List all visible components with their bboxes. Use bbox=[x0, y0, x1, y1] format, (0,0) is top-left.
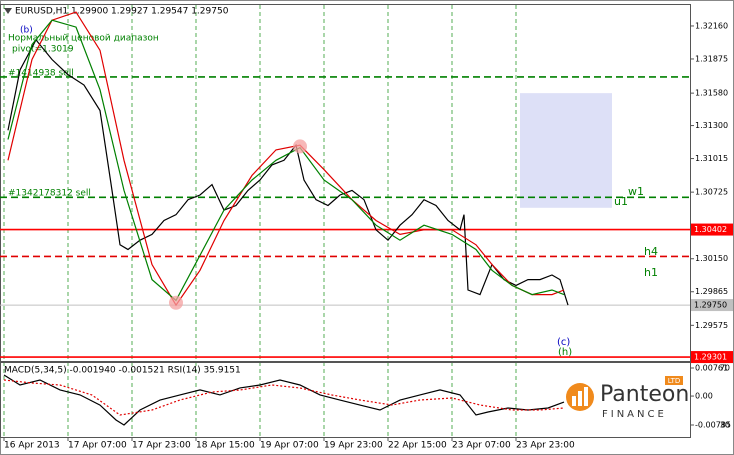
sub-panel bbox=[0, 362, 691, 438]
x-tick-label: 19 Apr 23:00 bbox=[324, 441, 383, 451]
zone bbox=[520, 93, 612, 208]
y-tick-label: 1.30150 bbox=[695, 254, 728, 263]
highlight bbox=[169, 295, 183, 310]
y2-tick-label: 30 bbox=[720, 421, 730, 430]
x-tick-label: 17 Apr 07:00 bbox=[68, 441, 127, 451]
y-tick-label: 1.32160 bbox=[695, 21, 728, 30]
logo-icon-bar bbox=[584, 387, 588, 406]
level-label: 1.30402 bbox=[694, 225, 727, 234]
logo: Panteon FINANCE LTD bbox=[566, 376, 689, 420]
x-tick-label: 19 Apr 07:00 bbox=[260, 441, 319, 451]
y-tick-label: 1.30725 bbox=[695, 188, 728, 197]
annotation: u1 bbox=[614, 195, 628, 208]
y-tick-label: -0.00785 bbox=[695, 421, 731, 430]
annotation: #1342178312 sell bbox=[8, 189, 91, 199]
series-line bbox=[7, 38, 569, 306]
level-label-box bbox=[691, 223, 733, 236]
chart-title: EURUSD,H1 1.29900 1.29927 1.29547 1.2975… bbox=[15, 7, 229, 17]
x-tick-label: 23 Apr 23:00 bbox=[516, 441, 575, 451]
series-line bbox=[3, 374, 565, 426]
y2-tick-label: 70 bbox=[720, 364, 730, 373]
logo-icon-bar bbox=[578, 391, 582, 406]
y-tick-label: 0.00 bbox=[695, 392, 713, 401]
x-tick-label: 23 Apr 07:00 bbox=[452, 441, 511, 451]
annotations: (b) Нормальный ценовой диапазон pivot=1.… bbox=[8, 26, 658, 359]
logo-sub: FINANCE bbox=[602, 409, 667, 420]
series-line bbox=[3, 379, 565, 416]
level-label: 1.29301 bbox=[694, 353, 727, 362]
y-tick-label: 1.29575 bbox=[695, 321, 728, 330]
highlight bbox=[293, 139, 307, 154]
main-panel bbox=[0, 4, 691, 362]
annotation: (c) bbox=[557, 337, 570, 348]
annotation: h4 bbox=[644, 245, 658, 258]
annotation: (b) bbox=[20, 26, 33, 36]
annotation: #1414938 sell bbox=[8, 69, 74, 79]
x-tick-label: 16 Apr 2013 bbox=[4, 441, 60, 451]
y-tick-label: 1.31580 bbox=[695, 89, 728, 98]
level-label-box bbox=[691, 299, 733, 312]
x-tick-label: 22 Apr 15:00 bbox=[388, 441, 447, 451]
logo-icon-bar bbox=[572, 396, 576, 406]
y-tick-label: 1.31875 bbox=[695, 54, 728, 63]
annotation: Нормальный ценовой диапазон bbox=[8, 34, 159, 44]
logo-name: Panteon bbox=[600, 382, 689, 407]
x-tick-label: 18 Apr 15:00 bbox=[196, 441, 255, 451]
sub-title: MACD(5,34,5) -0.001940 -0.001521 RSI(14)… bbox=[4, 366, 241, 376]
logo-badge bbox=[665, 376, 683, 385]
annotation: (h) bbox=[558, 347, 572, 358]
x-tick-label: 17 Apr 23:00 bbox=[132, 441, 191, 451]
y-tick-label: 1.31015 bbox=[695, 154, 728, 163]
annotation: pivot=1.3019 bbox=[12, 45, 74, 55]
symbol-icon bbox=[4, 8, 12, 14]
y-tick-label: 1.29865 bbox=[695, 287, 728, 296]
level-label-box bbox=[691, 351, 733, 364]
annotation: h1 bbox=[644, 266, 658, 279]
y-tick-label: 0.00761 bbox=[695, 364, 728, 373]
level-label: 1.29750 bbox=[694, 301, 727, 310]
logo-badge-text: LTD bbox=[668, 377, 681, 385]
y-tick-label: 1.31300 bbox=[695, 121, 728, 130]
annotation: w1 bbox=[628, 185, 644, 198]
